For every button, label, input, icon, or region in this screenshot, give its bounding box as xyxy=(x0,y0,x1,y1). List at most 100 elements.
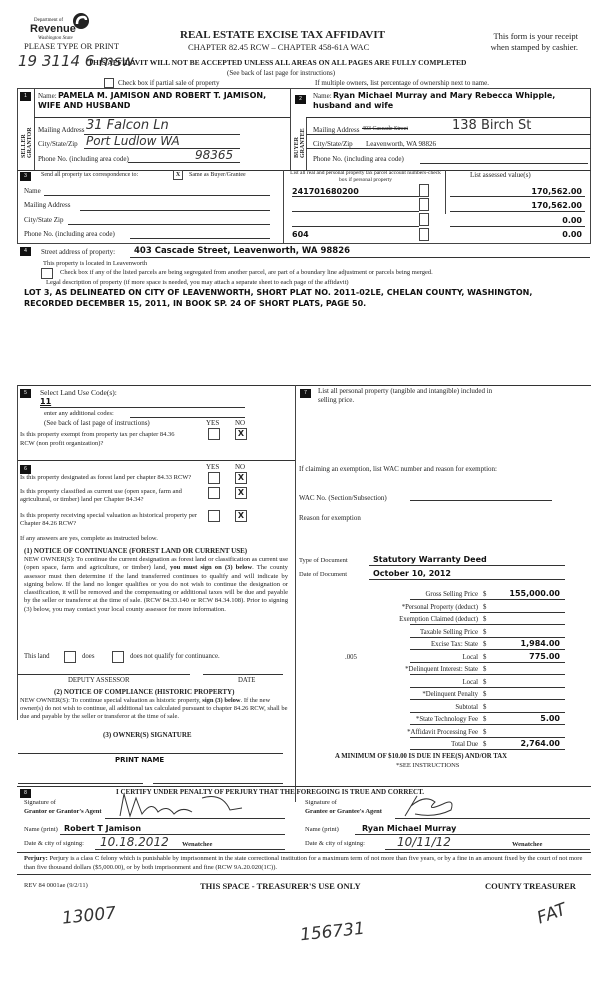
parcel-number[interactable]: 604 xyxy=(292,230,309,239)
parcel-number[interactable]: 241701680200 xyxy=(292,187,359,196)
land-use-label: Select Land Use Code(s): xyxy=(40,388,117,397)
total-label: Local xyxy=(462,653,478,661)
land-use-code[interactable]: 11 xyxy=(40,397,52,406)
total-value[interactable]: 1,984.00 xyxy=(520,639,560,648)
see-back-instructions: (See back of last page of instructions) xyxy=(44,419,150,427)
grantor-name[interactable]: Robert T Jamison xyxy=(64,824,142,833)
segregated-checkbox[interactable] xyxy=(41,268,53,279)
notice2-text: NEW OWNER(S): To continue special valuat… xyxy=(20,697,288,720)
assessed-value[interactable]: 170,562.00 xyxy=(531,201,582,210)
s3-name-label: Name xyxy=(24,187,41,195)
seller-name-label: Name: xyxy=(38,92,57,100)
s3-mailing-label: Mailing Address xyxy=(24,201,71,209)
total-value[interactable]: 155,000.00 xyxy=(509,589,560,598)
doc-date[interactable]: October 10, 2012 xyxy=(373,569,451,578)
forest-yes-checkbox[interactable] xyxy=(208,472,220,484)
buyer-mailing[interactable]: 138 Birch St xyxy=(452,118,532,133)
partial-sale-label: Check box if partial sale of property xyxy=(118,79,220,87)
warning: THIS AFFIDAVIT WILL NOT BE ACCEPTED UNLE… xyxy=(88,58,467,67)
grantee-date-label: Date & city of signing: xyxy=(305,840,365,847)
total-value[interactable]: 2,764.00 xyxy=(520,739,560,748)
total-label: Local xyxy=(462,678,478,686)
total-value[interactable]: 775.00 xyxy=(529,651,560,661)
currency-symbol: $ xyxy=(483,591,487,598)
no-header: NO xyxy=(235,419,246,427)
seller-mailing[interactable]: 31 Falcon Ln xyxy=(86,118,169,133)
grantee-date[interactable]: 10/11/12 xyxy=(397,835,451,849)
currency-symbol: $ xyxy=(483,641,487,648)
grantor-city[interactable]: Wenatchee xyxy=(182,841,213,848)
assessed-header: List assessed value(s) xyxy=(470,171,531,179)
historic-no-checkbox[interactable]: X xyxy=(235,510,247,522)
receipt-line2: when stamped by cashier. xyxy=(490,42,578,52)
forest-no-checkbox[interactable]: X xyxy=(235,472,247,484)
assessed-value[interactable]: 0.00 xyxy=(562,216,582,225)
legal-line1[interactable]: LOT 3, AS DELINEATED ON CITY OF LEAVENWO… xyxy=(24,288,533,297)
current-use-no-checkbox[interactable]: X xyxy=(235,487,247,499)
notice1-text: NEW OWNER(S): To continue the current de… xyxy=(24,556,288,613)
partial-sale-checkbox[interactable] xyxy=(104,78,114,88)
currency-symbol: $ xyxy=(483,703,487,711)
section-2-number: 2 xyxy=(295,95,306,104)
notice2-title: (2) NOTICE OF COMPLIANCE (HISTORIC PROPE… xyxy=(54,688,235,696)
personal-property-checkbox[interactable] xyxy=(419,184,429,197)
legal-line2[interactable]: RECORDED DECEMBER 15, 2011, IN BOOK SP. … xyxy=(24,299,367,308)
seller-city-label: City/State/Zip xyxy=(38,140,78,148)
currency-symbol: $ xyxy=(483,716,487,723)
personal-property-label: List all personal property (tangible and… xyxy=(318,387,493,404)
owner-signature-label: (3) OWNER(S) SIGNATURE xyxy=(103,731,192,739)
grantee-city[interactable]: Wenatchee xyxy=(512,841,543,848)
grantor-date[interactable]: 10.18.2012 xyxy=(100,835,169,849)
buyer-side-label: BUYER GRANTEE xyxy=(294,128,306,158)
section-6-number: 6 xyxy=(20,465,31,474)
grantor-sig-of: Signature of xyxy=(24,799,56,806)
total-value[interactable]: 5.00 xyxy=(540,714,560,723)
seller-phone[interactable]: 98365 xyxy=(195,148,234,162)
form-chapter: CHAPTER 82.45 RCW – CHAPTER 458-61A WAC xyxy=(188,42,370,52)
historic-yes-checkbox[interactable] xyxy=(208,510,220,522)
parcel-header: List all real and personal property tax … xyxy=(290,170,441,183)
buyer-name[interactable]: Ryan Michael Murray and Mary Rebecca Whi… xyxy=(313,91,556,110)
form-revision: REV 84 0001ae (9/2/11) xyxy=(24,882,88,889)
date-label: DATE xyxy=(238,677,256,684)
seller-side-label: SELLER GRANTOR xyxy=(21,127,33,158)
please-type: PLEASE TYPE OR PRINT xyxy=(24,41,120,51)
currency-symbol: $ xyxy=(483,628,487,636)
section-1-number: 1 xyxy=(20,92,31,101)
forest-question: Is this property designated as forest la… xyxy=(20,474,192,481)
buyer-name-label: Name: xyxy=(313,92,332,100)
street-label: Street address of property: xyxy=(41,248,116,256)
buyer-city[interactable]: Leavenworth, WA 98826 xyxy=(366,140,437,148)
doc-type[interactable]: Statutory Warranty Deed xyxy=(373,555,487,564)
seller-city[interactable]: Port Ludlow WA xyxy=(86,134,180,148)
grantor-signature[interactable] xyxy=(112,790,252,820)
does-not-checkbox[interactable] xyxy=(112,651,124,663)
assessed-value[interactable]: 170,562.00 xyxy=(531,187,582,196)
section-3-number: 3 xyxy=(20,172,31,181)
currency-symbol: $ xyxy=(483,728,487,736)
same-as-buyer-checkbox[interactable]: X xyxy=(173,170,183,180)
dor-logo: Department of Revenue Washington State xyxy=(30,12,100,44)
exempt-no-checkbox[interactable]: X xyxy=(235,428,247,440)
personal-property-checkbox[interactable] xyxy=(419,228,429,241)
assessed-value[interactable]: 0.00 xyxy=(562,230,582,239)
exempt-question: Is this property exempt from property ta… xyxy=(20,431,175,447)
deputy-assessor-label: DEPUTY ASSESSOR xyxy=(68,677,130,684)
total-label: *Affidavit Processing Fee xyxy=(407,728,478,736)
logo-line2: Revenue xyxy=(30,23,76,35)
personal-property-checkbox[interactable] xyxy=(419,213,429,226)
exempt-yes-checkbox[interactable] xyxy=(208,428,220,440)
personal-property-checkbox[interactable] xyxy=(419,198,429,211)
yes-header: YES xyxy=(206,419,220,427)
see-instructions: *SEE INSTRUCTIONS xyxy=(396,762,460,769)
does-label: does xyxy=(82,653,95,660)
print-name-label: PRINT NAME xyxy=(115,756,165,764)
current-use-yes-checkbox[interactable] xyxy=(208,487,220,499)
street-address[interactable]: 403 Cascade Street, Leavenworth, WA 9882… xyxy=(134,246,351,256)
grantee-signature[interactable] xyxy=(395,792,465,820)
does-checkbox[interactable] xyxy=(64,651,76,663)
grantee-name[interactable]: Ryan Michael Murray xyxy=(362,824,457,833)
receipt-line1: This form is your receipt xyxy=(493,31,578,41)
currency-symbol: $ xyxy=(483,616,487,623)
seller-name[interactable]: PAMELA M. JAMISON AND ROBERT T. JAMISON,… xyxy=(38,91,267,110)
